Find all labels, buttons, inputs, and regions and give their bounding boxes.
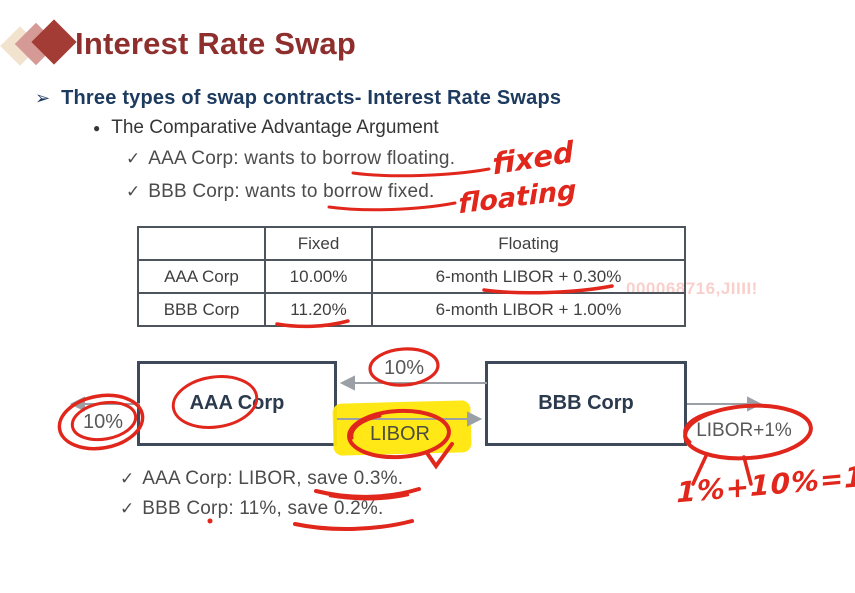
sub-heading-text: The Comparative Advantage Argument — [111, 117, 439, 138]
page-title: Interest Rate Swap — [75, 26, 356, 61]
bullet-bbb-save-text: BBB Corp: 11%, save 0.2%. — [142, 498, 384, 519]
bbb-corp-box: BBB Corp — [485, 361, 687, 446]
aaa-corp-box-label: AAA Corp — [189, 392, 285, 414]
bbb-fixed-cell: 11.20% — [264, 292, 373, 327]
left-rate-label: 10% — [82, 411, 124, 433]
left-arrowhead-icon — [69, 396, 85, 412]
libor-label: LIBOR — [369, 423, 431, 445]
bullet-aaa-save: ✓ AAA Corp: LIBOR, save 0.3%. — [120, 468, 403, 490]
check-icon: ✓ — [126, 149, 141, 168]
table-row: AAA Corp 10.00% 6-month LIBOR + 0.30% — [137, 259, 686, 294]
underline-save-03 — [314, 487, 421, 499]
aaa-floating-cell: 6-month LIBOR + 0.30% — [371, 259, 686, 294]
underline-floating — [351, 167, 491, 178]
aaa-corp-box: AAA Corp — [137, 361, 337, 446]
bbb-corp-box-label: BBB Corp — [538, 392, 634, 414]
header-empty-cell — [137, 226, 266, 261]
top-arrowhead-icon — [339, 375, 355, 391]
bullet-bbb-wants: ✓ BBB Corp: wants to borrow fixed. — [126, 181, 435, 203]
dot-bullet-icon: ● — [93, 121, 101, 135]
bullet-bbb-save: ✓ BBB Corp: 11%, save 0.2%. — [120, 498, 383, 520]
bullet-bbb-wants-text: BBB Corp: wants to borrow fixed. — [148, 181, 435, 202]
table-header-row: Fixed Floating — [137, 226, 686, 261]
check-icon: ✓ — [120, 499, 135, 518]
underline-save-02 — [293, 519, 414, 531]
check-icon: ✓ — [126, 182, 141, 201]
bbb-floating-cell: 6-month LIBOR + 1.00% — [371, 292, 686, 327]
bbb-name-cell: BBB Corp — [137, 292, 266, 327]
header-fixed-cell: Fixed — [264, 226, 373, 261]
rates-table: Fixed Floating AAA Corp 10.00% 6-month L… — [137, 226, 686, 327]
header-floating-cell: Floating — [371, 226, 686, 261]
bullet-aaa-wants: ✓ AAA Corp: wants to borrow floating. — [126, 148, 455, 170]
handwritten-floating: floating — [458, 174, 577, 221]
table-row: BBB Corp 11.20% 6-month LIBOR + 1.00% — [137, 292, 686, 327]
arrow-bullet-icon: ➢ — [35, 88, 51, 108]
section-heading-text: Three types of swap contracts- Interest … — [61, 87, 562, 109]
sub-heading: ● The Comparative Advantage Argument — [93, 117, 439, 139]
check-icon: ✓ — [120, 469, 135, 488]
right-arrowhead-icon — [747, 396, 763, 412]
bullet-aaa-save-text: AAA Corp: LIBOR, save 0.3%. — [142, 468, 404, 489]
handwritten-fixed: fixed — [491, 134, 575, 182]
aaa-fixed-cell: 10.00% — [264, 259, 373, 294]
handwritten-equation: 1%+10%=11% — [676, 455, 855, 510]
aaa-name-cell: AAA Corp — [137, 259, 266, 294]
libor-plus-1-label: LIBOR+1% — [696, 420, 792, 441]
underline-fixed — [327, 201, 457, 212]
top-rate-label: 10% — [383, 357, 425, 379]
section-heading: ➢ Three types of swap contracts- Interes… — [35, 87, 561, 110]
bullet-aaa-wants-text: AAA Corp: wants to borrow floating. — [148, 148, 456, 169]
